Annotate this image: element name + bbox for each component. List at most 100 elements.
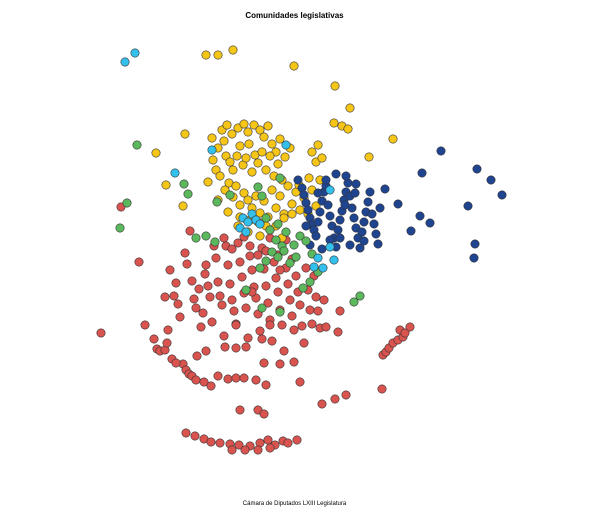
- data-point: [291, 271, 301, 281]
- data-point: [472, 164, 482, 174]
- data-point: [253, 158, 263, 168]
- data-point: [369, 219, 379, 229]
- data-point: [299, 190, 309, 200]
- data-point: [301, 236, 311, 246]
- series-3: [115, 140, 365, 317]
- data-point: [281, 227, 291, 237]
- data-point: [182, 259, 192, 269]
- data-point: [364, 152, 374, 162]
- data-point: [280, 152, 290, 162]
- data-point: [165, 265, 175, 275]
- data-point: [311, 292, 321, 302]
- data-point: [255, 263, 265, 273]
- data-point: [335, 306, 345, 316]
- data-point: [199, 377, 209, 387]
- data-point: [261, 380, 271, 390]
- data-point: [210, 237, 220, 247]
- data-point: [235, 405, 245, 415]
- data-point: [323, 200, 333, 210]
- data-point: [241, 303, 251, 313]
- data-point: [178, 201, 188, 211]
- data-point: [289, 325, 299, 335]
- data-point: [225, 157, 235, 167]
- data-point: [241, 153, 251, 163]
- data-point: [355, 291, 365, 301]
- data-point: [311, 231, 321, 241]
- data-point: [301, 263, 311, 273]
- data-point: [325, 211, 335, 221]
- data-point: [319, 295, 329, 305]
- data-point: [187, 276, 197, 286]
- data-point: [255, 125, 265, 135]
- data-point: [241, 227, 251, 237]
- data-point: [291, 252, 301, 262]
- data-point: [206, 381, 216, 391]
- data-point: [335, 215, 345, 225]
- data-point: [192, 351, 202, 361]
- data-point: [225, 190, 235, 200]
- data-point: [225, 279, 235, 289]
- data-point: [241, 285, 251, 295]
- data-point: [240, 445, 250, 455]
- data-point: [283, 438, 293, 448]
- data-point: [285, 295, 295, 305]
- data-point: [215, 171, 225, 181]
- data-point: [181, 428, 191, 438]
- data-point: [261, 213, 271, 223]
- data-point: [292, 435, 302, 445]
- data-point: [293, 175, 303, 185]
- data-point: [228, 165, 238, 175]
- data-point: [275, 359, 285, 369]
- data-point: [235, 257, 245, 267]
- data-point: [205, 292, 215, 302]
- data-point: [255, 231, 265, 241]
- data-point: [405, 322, 415, 332]
- data-point: [273, 219, 283, 229]
- data-point: [162, 338, 172, 348]
- data-point: [231, 181, 241, 191]
- data-point: [330, 394, 340, 404]
- data-point: [171, 278, 181, 288]
- data-point: [343, 124, 353, 134]
- data-point: [265, 151, 275, 161]
- data-point: [357, 227, 367, 237]
- data-point: [275, 134, 285, 144]
- data-point: [295, 231, 305, 241]
- data-point: [275, 307, 285, 317]
- data-point: [245, 251, 255, 261]
- data-point: [253, 250, 263, 260]
- data-point: [185, 226, 195, 236]
- data-point: [231, 343, 241, 353]
- data-point: [318, 263, 328, 273]
- data-point: [217, 300, 227, 310]
- data-point: [207, 317, 217, 327]
- data-point: [273, 287, 283, 297]
- data-point: [203, 281, 213, 291]
- data-point: [247, 265, 257, 275]
- data-point: [149, 334, 159, 344]
- data-point: [259, 409, 269, 419]
- data-point: [231, 320, 241, 330]
- data-point: [393, 199, 403, 209]
- data-point: [275, 191, 285, 201]
- data-point: [203, 177, 213, 187]
- data-point: [463, 201, 473, 211]
- data-point: [287, 209, 297, 219]
- data-point: [333, 225, 343, 235]
- data-point: [317, 153, 327, 163]
- data-point: [267, 185, 277, 195]
- data-point: [309, 262, 319, 272]
- data-point: [190, 431, 200, 441]
- data-point: [235, 200, 245, 210]
- data-point: [206, 437, 216, 447]
- data-point: [243, 333, 253, 343]
- data-point: [220, 342, 230, 352]
- data-point: [223, 207, 233, 217]
- data-point: [140, 320, 150, 330]
- data-point: [330, 81, 340, 91]
- data-point: [215, 291, 225, 301]
- data-point: [175, 312, 185, 322]
- data-point: [243, 217, 253, 227]
- data-point: [341, 390, 351, 400]
- data-point: [201, 50, 211, 60]
